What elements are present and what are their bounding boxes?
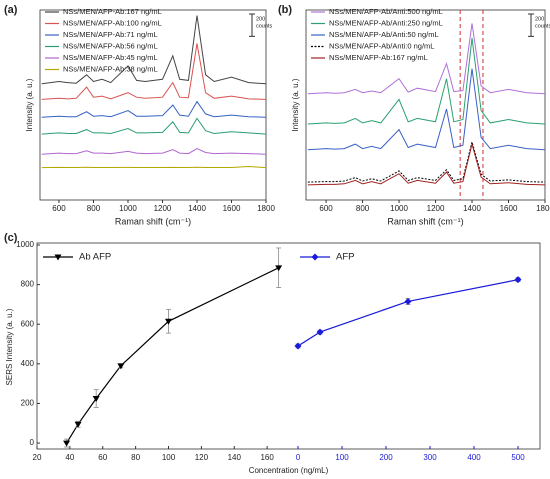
x-tick-label: 600 (52, 204, 66, 213)
legend-label: NSs/MEN/AFP-Ab:100 ng/mL (63, 18, 162, 27)
x-tick-label: 120 (195, 453, 209, 462)
x-tick-label: 800 (87, 204, 101, 213)
y-tick-label: 800 (21, 280, 35, 289)
x2-tick-label: 500 (511, 453, 525, 462)
y-tick-label: 600 (21, 319, 35, 328)
plot-frame (305, 9, 546, 201)
y-axis-title: Intensity (a. u.) (25, 78, 34, 131)
scale-bar-label: 200 (256, 16, 265, 22)
spectrum-line (307, 68, 546, 151)
marker (165, 318, 172, 325)
x-axis-title: Concentration (ng/mL) (249, 466, 329, 475)
x-tick-label: 800 (356, 204, 370, 213)
legend-label: NSs/MEN/AFP-Ab/Anti:250 ng/mL (329, 18, 443, 27)
x-tick-label: 60 (98, 453, 107, 462)
x2-tick-label: 300 (423, 453, 437, 462)
spectrum-line (41, 15, 267, 85)
x-tick-label: 1600 (223, 204, 241, 213)
legend-label: NSs/MEN/AFP-Ab:45 ng/mL (63, 53, 158, 62)
scale-bar-label: 200 (535, 16, 544, 22)
marker (275, 265, 283, 272)
x-tick-label: 1200 (427, 204, 445, 213)
marker (63, 440, 71, 447)
legend-label: NSs/MEN/AFP-Ab/Anti:50 ng/mL (329, 30, 439, 39)
x2-tick-label: 0 (296, 453, 301, 462)
x2-tick-label: 200 (379, 453, 393, 462)
spectrum-line (41, 165, 267, 169)
x2-tick-label: 100 (335, 453, 349, 462)
legend-label: NSs/MEN/AFP-Ab/Anti:500 ng/mL (329, 7, 443, 16)
y-tick-label: 200 (21, 399, 35, 408)
scale-bar-unit: counts (535, 23, 550, 29)
marker (514, 276, 522, 284)
x-tick-label: 1000 (119, 204, 137, 213)
spectrum-line (41, 117, 267, 135)
plot-frame (36, 242, 541, 450)
x-axis-title: Raman shift (cm⁻¹) (115, 216, 191, 226)
spectrum-line (307, 37, 546, 125)
y-tick-label: 1000 (16, 240, 34, 249)
legend-label: AFP (336, 252, 354, 263)
legend-label: NSs/MEN/AFP-Ab/Anti:0 ng/mL (329, 41, 434, 50)
legend-label: Ab AFP (79, 252, 111, 263)
panel-label: (b) (278, 4, 292, 16)
x-axis-title: Raman shift (cm⁻¹) (387, 216, 463, 226)
panel-label: (c) (4, 232, 18, 244)
legend-label: NSs/MEN/AFP-Ab:167 ng/mL (63, 7, 162, 16)
scale-bar-unit: counts (256, 23, 272, 29)
x-tick-label: 1800 (536, 204, 550, 213)
y-axis-title: Intensity (a. u.) (291, 78, 300, 131)
spectrum-line (41, 43, 267, 100)
marker (311, 253, 319, 261)
x-tick-label: 1800 (257, 204, 275, 213)
panel-label: (a) (4, 4, 18, 16)
x-tick-label: 1400 (463, 204, 481, 213)
y-tick-label: 0 (30, 438, 35, 447)
y-tick-label: 400 (21, 359, 35, 368)
legend-label: NSs/MEN/AFP-Ab:71 ng/mL (63, 30, 158, 39)
x-tick-label: 140 (228, 453, 242, 462)
marker (117, 363, 125, 370)
spectrum-line (307, 23, 546, 95)
x-tick-label: 160 (260, 453, 274, 462)
x-tick-label: 100 (162, 453, 176, 462)
marker (74, 421, 82, 428)
x-tick-label: 1600 (500, 204, 518, 213)
marker (54, 254, 62, 261)
x-tick-label: 80 (131, 453, 140, 462)
plot-frame (39, 9, 267, 201)
spectrum-line (307, 139, 546, 183)
marker (404, 297, 412, 305)
x-tick-label: 1400 (188, 204, 206, 213)
spectrum-line (41, 148, 267, 155)
marker (316, 328, 324, 336)
x-tick-label: 20 (33, 453, 42, 462)
series-line (66, 267, 279, 444)
legend-label: NSs/MEN/AFP-Ab:38 ng/mL (63, 64, 158, 73)
legend-label: NSs/MEN/AFP-Ab:56 ng/mL (63, 41, 158, 50)
spectrum-line (307, 142, 546, 186)
marker (294, 342, 302, 350)
spectrum-line (41, 100, 267, 118)
x2-tick-label: 400 (467, 453, 481, 462)
x-tick-label: 600 (319, 204, 333, 213)
x-tick-label: 40 (65, 453, 74, 462)
legend-label: NSs/MEN/AFP-Ab:167 ng/mL (329, 53, 428, 62)
series-line (297, 279, 519, 347)
marker (92, 396, 100, 402)
x-tick-label: 1200 (154, 204, 172, 213)
x-tick-label: 1000 (390, 204, 408, 213)
y-axis-title: SERS Intensity (a. u.) (5, 308, 14, 385)
